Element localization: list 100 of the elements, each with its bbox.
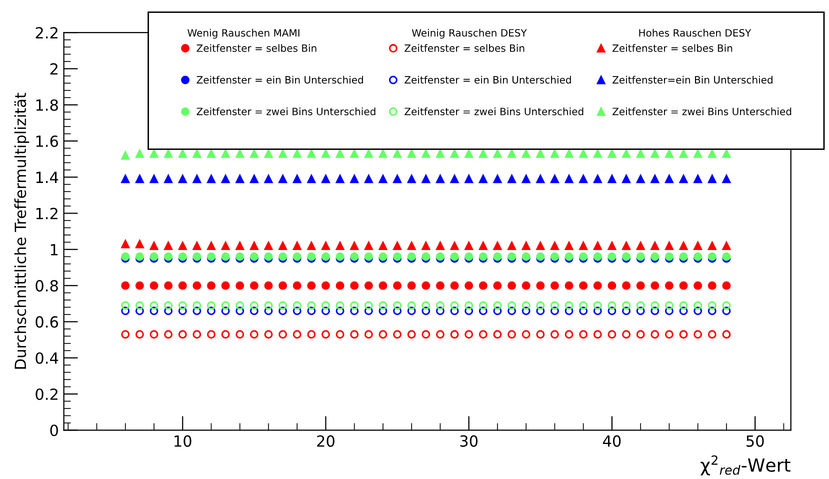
point <box>207 306 216 316</box>
point <box>436 149 444 158</box>
annotation: Hohes Rauschen DESY <box>639 28 752 37</box>
point <box>508 174 516 184</box>
point <box>350 242 359 250</box>
point <box>135 281 144 290</box>
point <box>564 301 574 310</box>
point <box>708 330 716 339</box>
point <box>608 242 616 250</box>
point <box>478 301 488 310</box>
point <box>292 330 302 339</box>
point <box>336 301 344 310</box>
legend-label: Zeitfenster = selbes Bin <box>196 44 316 52</box>
point <box>407 149 416 158</box>
annotation: Wenig Rauschen MAMI <box>188 28 300 39</box>
point <box>207 301 216 310</box>
point <box>650 330 660 339</box>
point <box>708 281 716 290</box>
point <box>436 330 444 339</box>
point <box>550 281 559 290</box>
point <box>579 301 588 310</box>
point <box>493 174 502 184</box>
point <box>393 306 402 316</box>
point <box>307 301 316 310</box>
point <box>664 281 674 290</box>
point <box>536 149 545 158</box>
point <box>436 174 444 184</box>
point <box>164 149 173 158</box>
point <box>478 330 488 339</box>
point <box>536 330 545 339</box>
point <box>221 301 230 310</box>
point <box>536 281 545 290</box>
point <box>221 174 230 184</box>
point <box>508 306 516 316</box>
point <box>135 240 144 248</box>
point <box>236 242 244 250</box>
point <box>150 330 158 339</box>
point <box>464 306 474 316</box>
point <box>207 281 216 290</box>
point <box>378 242 388 250</box>
point <box>207 330 216 339</box>
point <box>608 306 616 316</box>
point <box>622 330 631 339</box>
point <box>178 281 187 290</box>
point <box>292 174 302 184</box>
point <box>264 301 273 310</box>
point <box>664 242 674 250</box>
point <box>464 281 474 290</box>
point <box>694 149 702 158</box>
point <box>608 330 616 339</box>
point <box>364 149 373 158</box>
point <box>207 174 216 184</box>
x-tick-label: 40 <box>602 435 621 447</box>
point <box>478 306 488 316</box>
legend-label: Zeitfenster = zwei Bins Unterschied <box>612 108 792 116</box>
point <box>508 242 516 250</box>
point <box>135 174 144 184</box>
point <box>694 174 702 184</box>
point <box>522 242 530 250</box>
point <box>278 149 288 158</box>
point <box>236 174 244 184</box>
y-tick-label: 1 <box>50 244 58 256</box>
point <box>121 306 130 316</box>
point <box>422 174 430 184</box>
point <box>322 281 330 290</box>
point <box>150 301 158 310</box>
point <box>336 174 344 184</box>
point <box>550 330 559 339</box>
point <box>178 330 187 339</box>
point <box>292 301 302 310</box>
point <box>679 306 688 316</box>
point <box>422 149 430 158</box>
point <box>150 174 158 184</box>
point <box>422 301 430 310</box>
point <box>679 149 688 158</box>
point <box>493 281 502 290</box>
point <box>150 149 158 158</box>
point <box>164 281 173 290</box>
point <box>536 306 545 316</box>
point <box>450 306 459 316</box>
point <box>593 242 602 250</box>
point <box>307 330 316 339</box>
point <box>322 301 330 310</box>
point <box>236 281 244 290</box>
point <box>278 330 288 339</box>
point <box>407 306 416 316</box>
point <box>322 242 330 250</box>
point <box>378 281 388 290</box>
point <box>164 242 173 250</box>
point <box>593 281 602 290</box>
point <box>264 306 273 316</box>
y-tick-label: 2.2 <box>36 27 58 38</box>
point <box>292 242 302 250</box>
point <box>622 301 631 310</box>
point <box>464 149 474 158</box>
x-tick-label: 20 <box>317 435 334 447</box>
point <box>650 301 660 310</box>
point <box>393 301 402 310</box>
point <box>292 306 302 316</box>
point <box>478 174 488 184</box>
